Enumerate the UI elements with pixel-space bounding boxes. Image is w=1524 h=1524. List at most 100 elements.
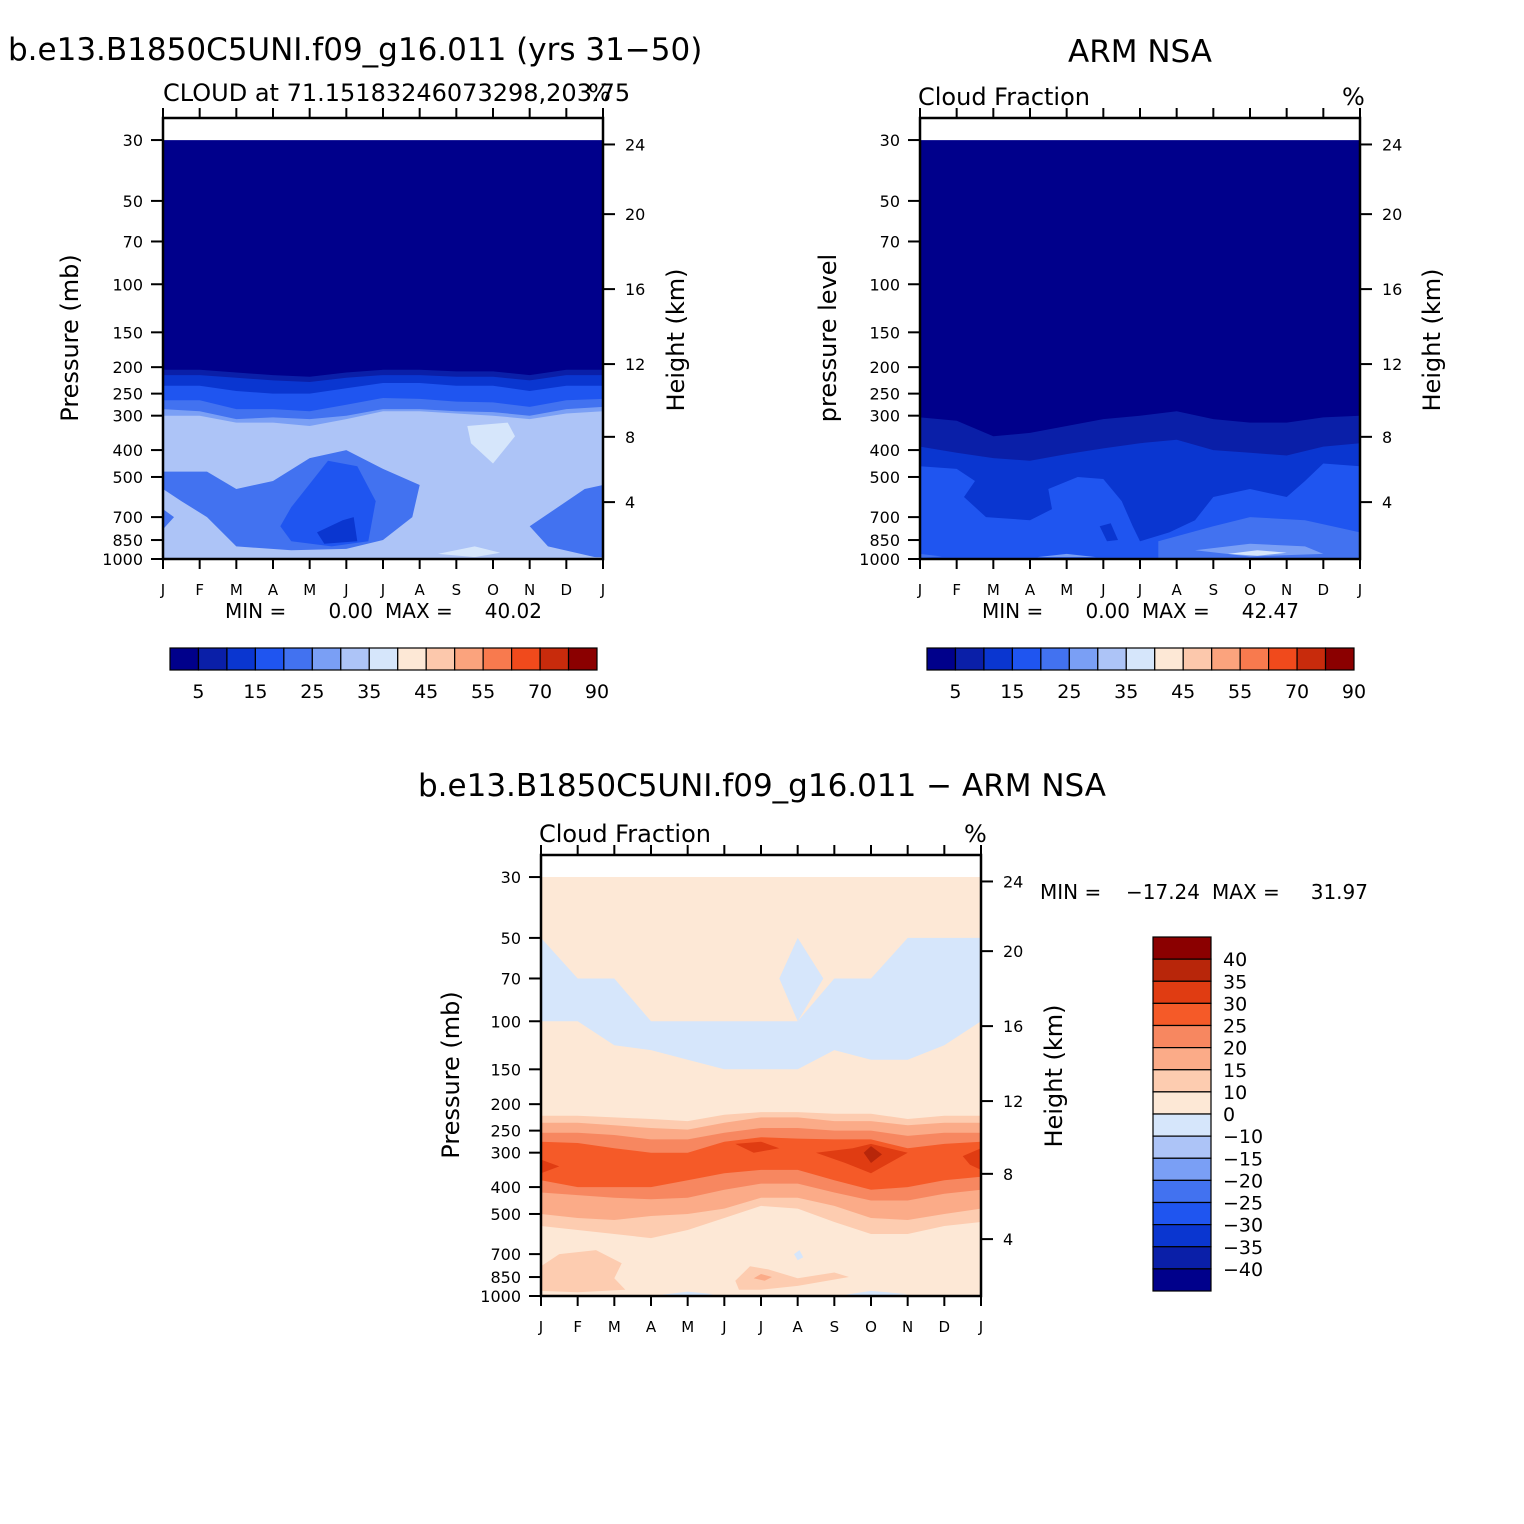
model-title: b.e13.B1850C5UNI.f09_g16.011 (yrs 31−50) [8,32,702,68]
y2-tick-label: 16 [1382,280,1402,299]
y-tick-label: 70 [880,232,900,251]
x-tick-label: J [538,1318,543,1336]
y-tick-label: 30 [880,131,900,150]
colorbar-box [283,647,313,671]
model-colorbar: 5 15 25 35 45 55 70 90 [169,647,609,703]
y-tick-label: 500 [112,468,143,487]
y-tick-label: 200 [869,358,900,377]
colorbar-box [1152,1002,1212,1027]
x-tick-label: N [524,581,535,599]
colorbar-label: 45 [414,681,438,703]
x-tick-label: J [721,1318,726,1336]
colorbar-box [1152,1047,1212,1071]
colorbar-box [340,647,370,671]
y2-tick-label: 12 [1003,1092,1023,1111]
colorbar-box [1152,1069,1212,1093]
y-tick-label: 500 [490,1205,521,1224]
y-tick-label: 100 [490,1012,521,1031]
colorbar-label: −15 [1223,1148,1263,1170]
y2-tick-label: 4 [625,493,635,512]
y2-tick-label: 12 [625,355,645,374]
y-tick-label: 1000 [859,550,900,569]
model-axes: J F M A M J J A S O N D J 30 50 70 100 150 200 250 300 400 500… [102,108,645,599]
contour-band [1195,543,1324,557]
x-tick-label: O [487,581,499,599]
x-tick-label: M [1060,581,1073,599]
contour-band [529,485,603,559]
colorbar-label: 55 [1228,681,1252,703]
x-tick-label: J [758,1318,763,1336]
colorbar-box [454,647,484,671]
y-tick-label: 200 [490,1095,521,1114]
colorbar-box [1267,647,1298,671]
contour-band [962,1148,981,1170]
y2-tick-label: 20 [1382,205,1402,224]
colorbar-label: 0 [1223,1104,1235,1126]
y2-tick-label: 16 [625,280,645,299]
obs-axes: J F M A M J J A S O N D J 30 50 70 100 150 200 250 300 400 500… [859,108,1402,599]
colorbar-label: 25 [1057,681,1081,703]
y2-tick-label: 4 [1003,1230,1013,1249]
colorbar-box [539,647,570,671]
model-ylabel: Pressure (mb) [56,254,84,421]
contour-band [779,937,824,1022]
colorbar-box [1152,1201,1212,1226]
colorbar-box [197,647,228,671]
colorbar-box [1152,980,1212,1004]
y-tick-label: 700 [869,508,900,527]
y-tick-label: 150 [869,323,900,342]
colorbar-label: 90 [1342,681,1366,703]
colorbar-label: 55 [471,681,495,703]
y-tick-label: 850 [869,531,900,550]
colorbar-box [1239,647,1270,671]
diff-subtitle: Cloud Fraction [539,820,711,848]
obs-plot-area [920,140,1360,559]
diff-max-label: MAX = [1212,880,1280,904]
colorbar-box [1152,1179,1212,1204]
y2-tick-label: 16 [1003,1017,1023,1036]
y2-tick-label: 8 [1003,1165,1013,1184]
colorbar-box [397,647,427,671]
y2-tick-label: 12 [1382,355,1402,374]
y-tick-label: 500 [869,468,900,487]
y2-tick-label: 24 [1003,872,1023,891]
colorbar-label: 5 [949,681,961,703]
colorbar-label: 25 [1223,1016,1247,1038]
obs-min-value: 0.00 [1085,599,1130,623]
colorbar-box [1152,1113,1212,1137]
x-tick-label: J [380,581,385,599]
contour-band [317,517,358,544]
y-tick-label: 300 [112,407,143,426]
model-plot-area [163,140,603,559]
contour-band [1099,523,1118,542]
contour-band [163,509,174,530]
x-tick-label: A [646,1318,657,1336]
contour-band [438,546,501,558]
contour-band [816,1143,908,1174]
y-tick-label: 150 [490,1060,521,1079]
obs-title: ARM NSA [1068,34,1212,70]
x-tick-label: J [1100,581,1105,599]
diff-max-value: 31.97 [1311,880,1368,904]
x-tick-label: M [987,581,1000,599]
contour-band [541,1159,560,1174]
contour-band [845,1290,908,1296]
y-tick-label: 300 [869,407,900,426]
colorbar-label: −20 [1223,1170,1263,1192]
colorbar-label: −40 [1223,1259,1263,1281]
y2-tick-label: 20 [1003,942,1023,961]
diff-title: b.e13.B1850C5UNI.f09_g16.011 − ARM NSA [418,768,1106,804]
x-tick-label: D [561,581,573,599]
model-y2label: Height (km) [662,269,690,412]
colorbar-box [1324,647,1355,671]
model-max-label: MAX = [385,599,453,623]
x-tick-label: J [1137,581,1142,599]
model-max-value: 40.02 [485,599,542,623]
colorbar-label: 15 [1000,681,1024,703]
y-tick-label: 400 [112,441,143,460]
contour-band [1228,550,1287,556]
model-min-value: 0.00 [328,599,373,623]
model-subtitle: CLOUD at 71.15183246073298,203.75 [163,79,630,107]
